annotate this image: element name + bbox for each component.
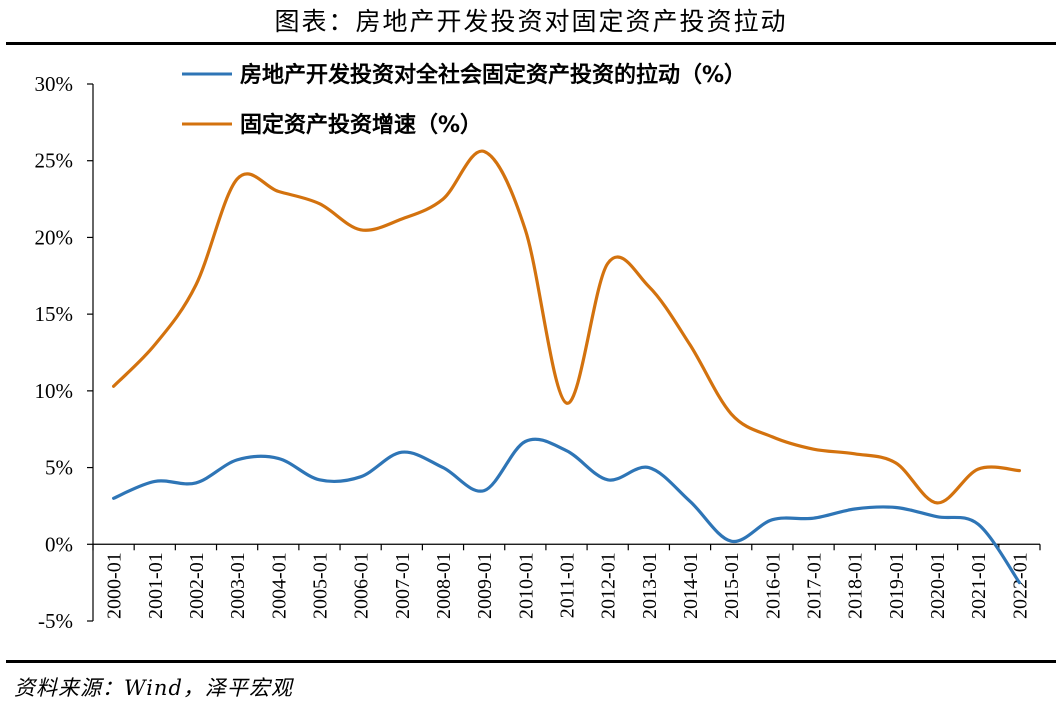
y-tick-label: 0% [45, 532, 73, 556]
x-tick-label: 2006-01 [351, 552, 373, 619]
y-tick-label: 10% [35, 379, 74, 403]
y-tick-label: 5% [45, 456, 73, 480]
y-tick-label: 15% [35, 302, 74, 326]
x-tick-label: 2013-01 [639, 552, 661, 619]
x-tick-label: 2015-01 [721, 552, 743, 619]
y-ticks: -5% 0% 5% 10% 15% 20% 25% 30% [35, 72, 93, 633]
y-tick-label: -5% [38, 609, 73, 633]
x-tick-label: 2016-01 [762, 552, 784, 619]
y-tick-label: 25% [35, 149, 74, 173]
x-tick-label: 2005-01 [309, 552, 331, 619]
x-ticks: 2000-01 2001-01 2002-01 2003-01 2004-01 2005-… [92, 544, 1041, 619]
bottom-rule [6, 660, 1056, 663]
x-tick-label: 2003-01 [227, 552, 249, 619]
x-tick-label: 2019-01 [886, 552, 908, 619]
x-tick-label: 2001-01 [145, 552, 167, 619]
x-tick-label: 2008-01 [433, 552, 455, 619]
x-tick-label: 2000-01 [104, 552, 126, 619]
x-tick-label: 2020-01 [927, 552, 949, 619]
legend: 房地产开发投资对全社会固定资产投资的拉动（%） 固定资产投资增速（%） [182, 62, 746, 138]
y-tick-label: 20% [35, 225, 74, 249]
x-tick-label: 2012-01 [598, 552, 620, 619]
x-tick-label: 2021-01 [968, 552, 990, 619]
x-tick-label: 2014-01 [680, 552, 702, 619]
line-chart: -5%0%5%10%15%20%25%30% 2000-01 2001-01 200… [35, 62, 1041, 633]
top-rule [6, 42, 1056, 45]
x-tick-label: 2007-01 [392, 552, 414, 619]
y-tick-label: 30% [35, 72, 74, 96]
series-line-1 [112, 437, 1021, 585]
axes [92, 84, 1040, 621]
series-lines [112, 149, 1021, 585]
series-line-2 [112, 149, 1021, 505]
chart-title: 图表：房地产开发投资对固定资产投资拉动 [274, 7, 788, 36]
x-tick-label: 2018-01 [845, 552, 867, 619]
x-tick-label: 2010-01 [515, 552, 537, 619]
x-tick-label: 2022-01 [1009, 552, 1031, 619]
x-tick-label: 2004-01 [268, 552, 290, 619]
legend-label-series-2: 固定资产投资增速（%） [240, 112, 482, 138]
x-tick-label: 2017-01 [804, 552, 826, 619]
x-tick-label: 2009-01 [474, 552, 496, 619]
legend-label-series-1: 房地产开发投资对全社会固定资产投资的拉动（%） [240, 62, 746, 88]
x-tick-label: 2011-01 [557, 552, 579, 618]
source-note: 资料来源：Wind，泽平宏观 [14, 676, 293, 700]
x-tick-label: 2002-01 [186, 552, 208, 619]
